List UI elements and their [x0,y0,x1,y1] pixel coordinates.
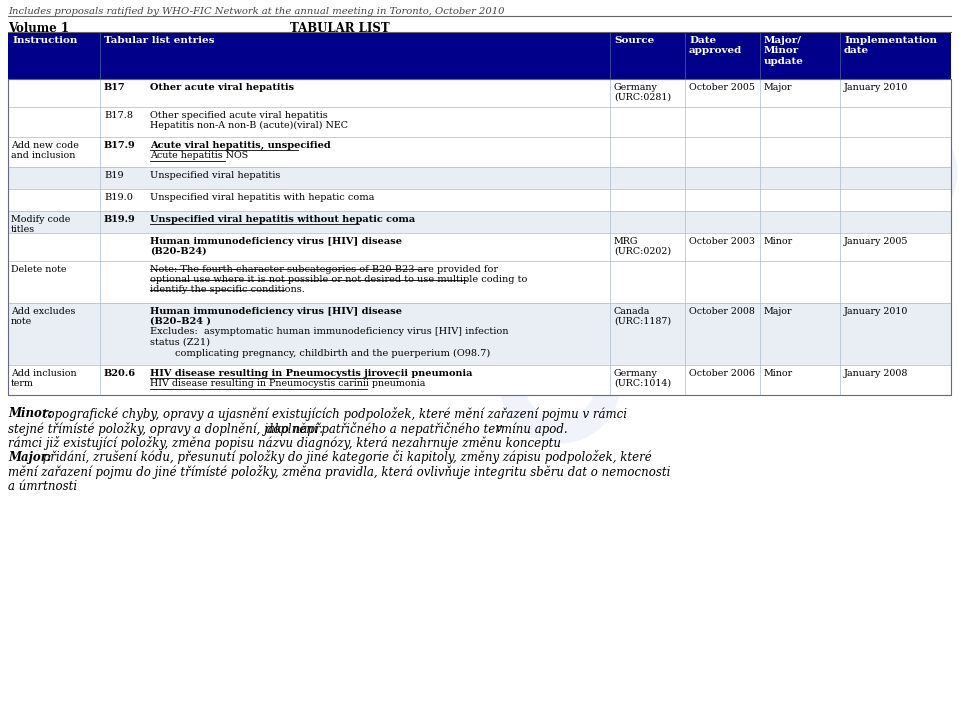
Text: (B20-B24): (B20-B24) [150,247,206,256]
Text: October 2003: October 2003 [689,237,755,245]
Text: MRG
(URC:0202): MRG (URC:0202) [614,237,671,256]
Text: B19: B19 [104,170,124,180]
Text: Date
approved: Date approved [689,36,742,56]
Text: Source: Source [614,36,654,45]
Bar [8,167,951,189]
Text: October 2005: October 2005 [689,83,755,91]
Text: Minor: Minor [764,369,793,377]
Text: Human immunodeficiency virus [HIV] disease: Human immunodeficiency virus [HIV] disea… [150,237,402,245]
Bar [8,107,951,137]
Text: Major:: Major: [8,451,52,463]
Text: Canada
(URC:1187): Canada (URC:1187) [614,307,671,326]
Text: B20.6: B20.6 [104,369,136,377]
Text: Germany
(URC:0281): Germany (URC:0281) [614,83,671,102]
Text: TABULAR LIST: TABULAR LIST [290,22,389,35]
Text: rámci již existující položky, změna popisu názvu diagnózy, která nezahrnuje změn: rámci již existující položky, změna popi… [8,436,561,450]
Text: Unspecified viral hepatitis without hepatic coma: Unspecified viral hepatitis without hepa… [150,215,415,223]
Text: HIV disease resulting in Pneumocystis carinii pneumonia: HIV disease resulting in Pneumocystis ca… [150,379,426,388]
Text: Acute hepatitis NOS: Acute hepatitis NOS [150,151,248,160]
Text: B19.9: B19.9 [104,215,136,223]
Text: Unspecified viral hepatitis with hepatic coma: Unspecified viral hepatitis with hepatic… [150,193,374,202]
Text: B17.9: B17.9 [104,140,136,150]
Text: a úmrtnosti: a úmrtnosti [8,480,77,493]
Bar [8,211,951,233]
Text: Volume 1: Volume 1 [8,22,69,35]
Bar [8,33,951,79]
Bar [8,303,951,365]
Text: complicating pregnancy, childbirth and the puerperium (O98.7): complicating pregnancy, childbirth and t… [150,349,490,358]
Text: B17.8: B17.8 [104,111,133,120]
Text: optional use where it is not possible or not desired to use multiple coding to: optional use where it is not possible or… [150,275,527,284]
Text: January 2005: January 2005 [844,237,908,245]
Text: Includes proposals ratified by WHO-FIC Network at the annual meeting in Toronto,: Includes proposals ratified by WHO-FIC N… [8,7,504,16]
Bar [8,365,951,395]
Text: Add inclusion
term: Add inclusion term [11,369,77,388]
Text: Other acute viral hepatitis: Other acute viral hepatitis [150,83,294,91]
Text: Excludes:  asymptomatic human immunodeficiency virus [HIV] infection: Excludes: asymptomatic human immunodefic… [150,327,508,337]
Text: (B20–B24 ): (B20–B24 ) [150,317,211,326]
Text: Unspecified viral hepatitis: Unspecified viral hepatitis [150,170,280,180]
Text: Hepatitis non-A non-B (acute)(viral) NEC: Hepatitis non-A non-B (acute)(viral) NEC [150,121,348,130]
Bar [8,79,951,107]
Text: Germany
(URC:1014): Germany (URC:1014) [614,369,671,388]
Bar [8,261,951,303]
Text: Minor: Minor [764,237,793,245]
Bar [8,79,951,395]
Text: October 2006: October 2006 [689,369,755,377]
Text: Other specified acute viral hepatitis: Other specified acute viral hepatitis [150,111,328,120]
Text: Major: Major [764,83,792,91]
Bar [8,233,951,261]
Text: v: v [492,421,503,434]
Text: Tabular list entries: Tabular list entries [104,36,215,45]
Text: January 2008: January 2008 [844,369,908,377]
Bar [8,137,951,167]
Text: Note: The fourth-character subcategories of B20-B23 are provided for: Note: The fourth-character subcategories… [150,265,498,274]
Text: October 2008: October 2008 [689,307,755,315]
Text: mění zařazení pojmu do jiné třímísté položky, změna pravidla, která ovlivňuje in: mění zařazení pojmu do jiné třímísté pol… [8,465,670,479]
Text: HIV disease resulting in Pneumocystis jirovecii pneumonia: HIV disease resulting in Pneumocystis ji… [150,369,473,377]
Text: January 2010: January 2010 [844,307,908,315]
Text: stejné třímísté položky, opravy a doplnění, jako např.: stejné třímísté položky, opravy a doplně… [8,421,323,436]
Text: identify the specific conditions.: identify the specific conditions. [150,285,305,294]
Text: přidání, zrušení kódu, přesunutí položky do jiné kategorie či kapitoly, změny zá: přidání, zrušení kódu, přesunutí položky… [39,451,652,464]
Text: Modify code
titles: Modify code titles [11,215,70,234]
Bar [8,189,951,211]
Text: doplnění patřičného a nepatřičného termínu apod.: doplnění patřičného a nepatřičného termí… [262,421,568,436]
Text: topografické chyby, opravy a ujasnění existujících podpoložek, které mění zařaze: topografické chyby, opravy a ujasnění ex… [39,407,627,421]
Text: January 2010: January 2010 [844,83,908,91]
Text: Implementation
date: Implementation date [844,36,937,56]
Text: Minor:: Minor: [8,407,53,420]
Text: Human immunodeficiency virus [HIV] disease: Human immunodeficiency virus [HIV] disea… [150,307,402,315]
Text: Add new code
and inclusion: Add new code and inclusion [11,140,79,160]
Text: Major: Major [764,307,792,315]
Text: Major/
Minor
update: Major/ Minor update [764,36,804,66]
Text: status (Z21): status (Z21) [150,338,210,347]
Text: Add excludes
note: Add excludes note [11,307,76,326]
Text: Acute viral hepatitis, unspecified: Acute viral hepatitis, unspecified [150,140,331,150]
Text: B17: B17 [104,83,126,91]
Text: Instruction: Instruction [12,36,78,45]
Text: Delete note: Delete note [11,265,66,274]
Text: B19.0: B19.0 [104,193,133,202]
